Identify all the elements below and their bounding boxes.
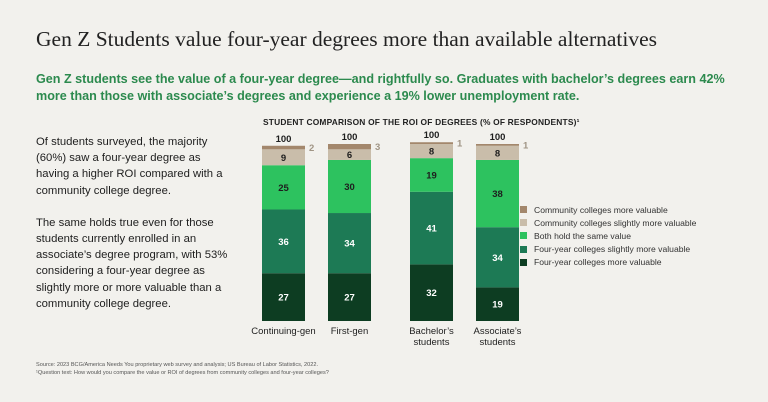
bar-segment <box>328 144 371 150</box>
bar-segment <box>328 273 371 321</box>
legend-swatch <box>520 219 527 227</box>
source-note: Source: 2023 BCG/America Needs You propr… <box>36 361 736 377</box>
data-label: 8 <box>495 148 500 159</box>
body-paragraph-1: Of students surveyed, the majority (60%)… <box>36 136 223 197</box>
data-label-outside: 3 <box>375 142 380 153</box>
legend-item: Community colleges slightly more valuabl… <box>520 216 696 229</box>
legend-label: Community colleges more valuable <box>534 204 668 215</box>
legend-swatch <box>520 245 527 253</box>
bar-segment <box>262 165 305 210</box>
bar-segment <box>410 264 453 321</box>
category-label: students <box>480 337 516 348</box>
bar-segment <box>262 209 305 274</box>
data-label: 34 <box>492 253 503 264</box>
data-label: 19 <box>426 170 437 181</box>
legend-label: Four-year colleges slightly more valuabl… <box>534 244 691 255</box>
category-label: Bachelor’s <box>409 326 454 337</box>
legend-item: Four-year colleges more valuable <box>520 256 696 269</box>
data-label-outside: 1 <box>457 139 463 150</box>
question-footnote: ¹Question text: How would you compare th… <box>36 370 329 376</box>
bar-segment <box>262 273 305 321</box>
bar-segment <box>410 142 453 144</box>
bar-segment <box>262 149 305 166</box>
data-label: 27 <box>278 293 289 304</box>
legend-swatch <box>520 206 527 214</box>
total-label: 100 <box>490 132 506 143</box>
data-label: 25 <box>278 183 289 194</box>
category-label: First-gen <box>331 326 368 337</box>
total-label: 100 <box>342 132 358 143</box>
bar-segment <box>410 158 453 192</box>
legend-swatch <box>520 258 527 266</box>
category-label: Continuing-gen <box>251 326 315 337</box>
legend-item: Four-year colleges slightly more valuabl… <box>520 243 696 256</box>
data-label-outside: 1 <box>523 140 529 151</box>
category-label: Associate’s <box>474 326 522 337</box>
body-paragraph-2: The same holds true even for those stude… <box>36 216 228 310</box>
bar-segment <box>410 191 453 265</box>
total-label: 100 <box>276 134 292 145</box>
source-line: Source: 2023 BCG/America Needs You propr… <box>36 362 319 368</box>
bar-segment <box>328 159 371 214</box>
category-label: students <box>414 337 450 348</box>
page-subtitle: Gen Z students see the value of a four-y… <box>36 72 725 103</box>
chart-legend: Community colleges more valuable Communit… <box>520 203 696 269</box>
bar-segment <box>410 144 453 159</box>
bar-segment <box>476 287 519 321</box>
legend-label: Four-year colleges more valuable <box>534 257 662 268</box>
data-label: 9 <box>281 153 286 164</box>
bar-segment <box>476 159 519 228</box>
data-label: 32 <box>426 288 437 299</box>
data-label: 36 <box>278 237 289 248</box>
bar-segment <box>262 145 305 150</box>
chart-title: STUDENT COMPARISON OF THE ROI OF DEGREES… <box>263 117 580 127</box>
legend-item: Both hold the same value <box>520 229 696 242</box>
bar-segment <box>476 227 519 288</box>
data-label: 38 <box>492 189 503 200</box>
body-text: Of students surveyed, the majority (60%)… <box>36 134 236 328</box>
legend-item: Community colleges more valuable <box>520 203 696 216</box>
legend-swatch <box>520 232 527 240</box>
legend-label: Community colleges slightly more valuabl… <box>534 217 697 228</box>
data-label: 34 <box>344 239 355 250</box>
bar-segment <box>328 149 371 160</box>
data-label: 27 <box>344 293 355 304</box>
data-label: 8 <box>429 147 434 158</box>
legend-label: Both hold the same value <box>534 230 631 241</box>
bar-segment <box>328 213 371 274</box>
data-label: 41 <box>426 224 437 235</box>
total-label: 100 <box>424 130 440 141</box>
data-label: 6 <box>347 150 352 161</box>
page-title: Gen Z Students value four-year degrees m… <box>36 27 658 51</box>
bar-segment <box>476 145 519 160</box>
bar-segment <box>476 144 519 146</box>
data-label: 30 <box>344 182 355 193</box>
data-label-outside: 2 <box>309 143 314 154</box>
data-label: 19 <box>492 300 503 311</box>
